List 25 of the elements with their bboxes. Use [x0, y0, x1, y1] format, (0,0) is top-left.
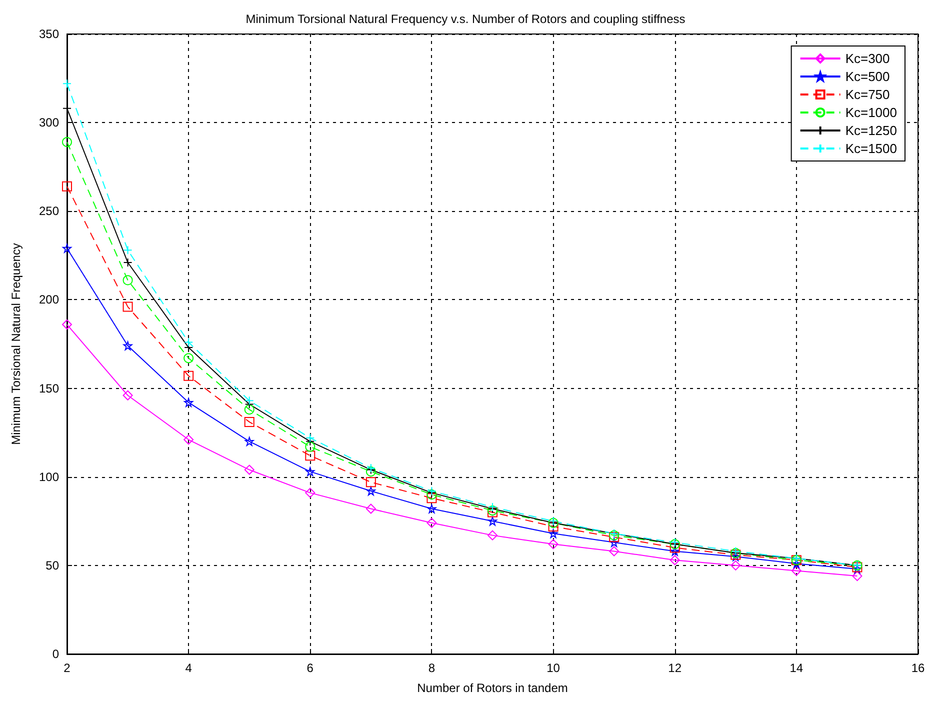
y-tick-label: 350 [38, 27, 60, 41]
x-tick-label: 16 [911, 661, 925, 675]
y-tick-label: 100 [38, 470, 60, 484]
y-tick-label: 300 [38, 116, 60, 130]
x-tick-label: 6 [306, 661, 314, 675]
y-axis-title: Minimum Torsional Natural Frequency [9, 243, 23, 445]
legend-label: Kc=750 [845, 87, 890, 102]
legend-label: Kc=1250 [845, 123, 898, 138]
y-tick-label: 250 [38, 204, 60, 218]
legend-label: Kc=500 [845, 69, 890, 84]
legend-label: Kc=300 [845, 51, 890, 66]
y-tick-label: 0 [52, 647, 60, 661]
y-tick-label: 150 [38, 381, 60, 396]
chart-title: Minimum Torsional Natural Frequency v.s. Number of Rotors and coupling stiffness [246, 12, 686, 26]
x-tick-label: 14 [790, 661, 804, 675]
legend-label: Kc=1000 [845, 105, 898, 120]
x-tick-label: 4 [185, 661, 192, 675]
x-tick-label: 10 [546, 661, 560, 675]
x-tick-label: 2 [64, 661, 71, 675]
y-tick-label: 50 [46, 558, 60, 572]
y-tick-label: 200 [38, 292, 60, 307]
x-axis-title: Number of Rotors in tandem [417, 681, 568, 695]
legend-label: Kc=1500 [845, 141, 898, 156]
x-tick-label: 12 [668, 661, 682, 675]
x-tick-label: 8 [428, 661, 436, 675]
